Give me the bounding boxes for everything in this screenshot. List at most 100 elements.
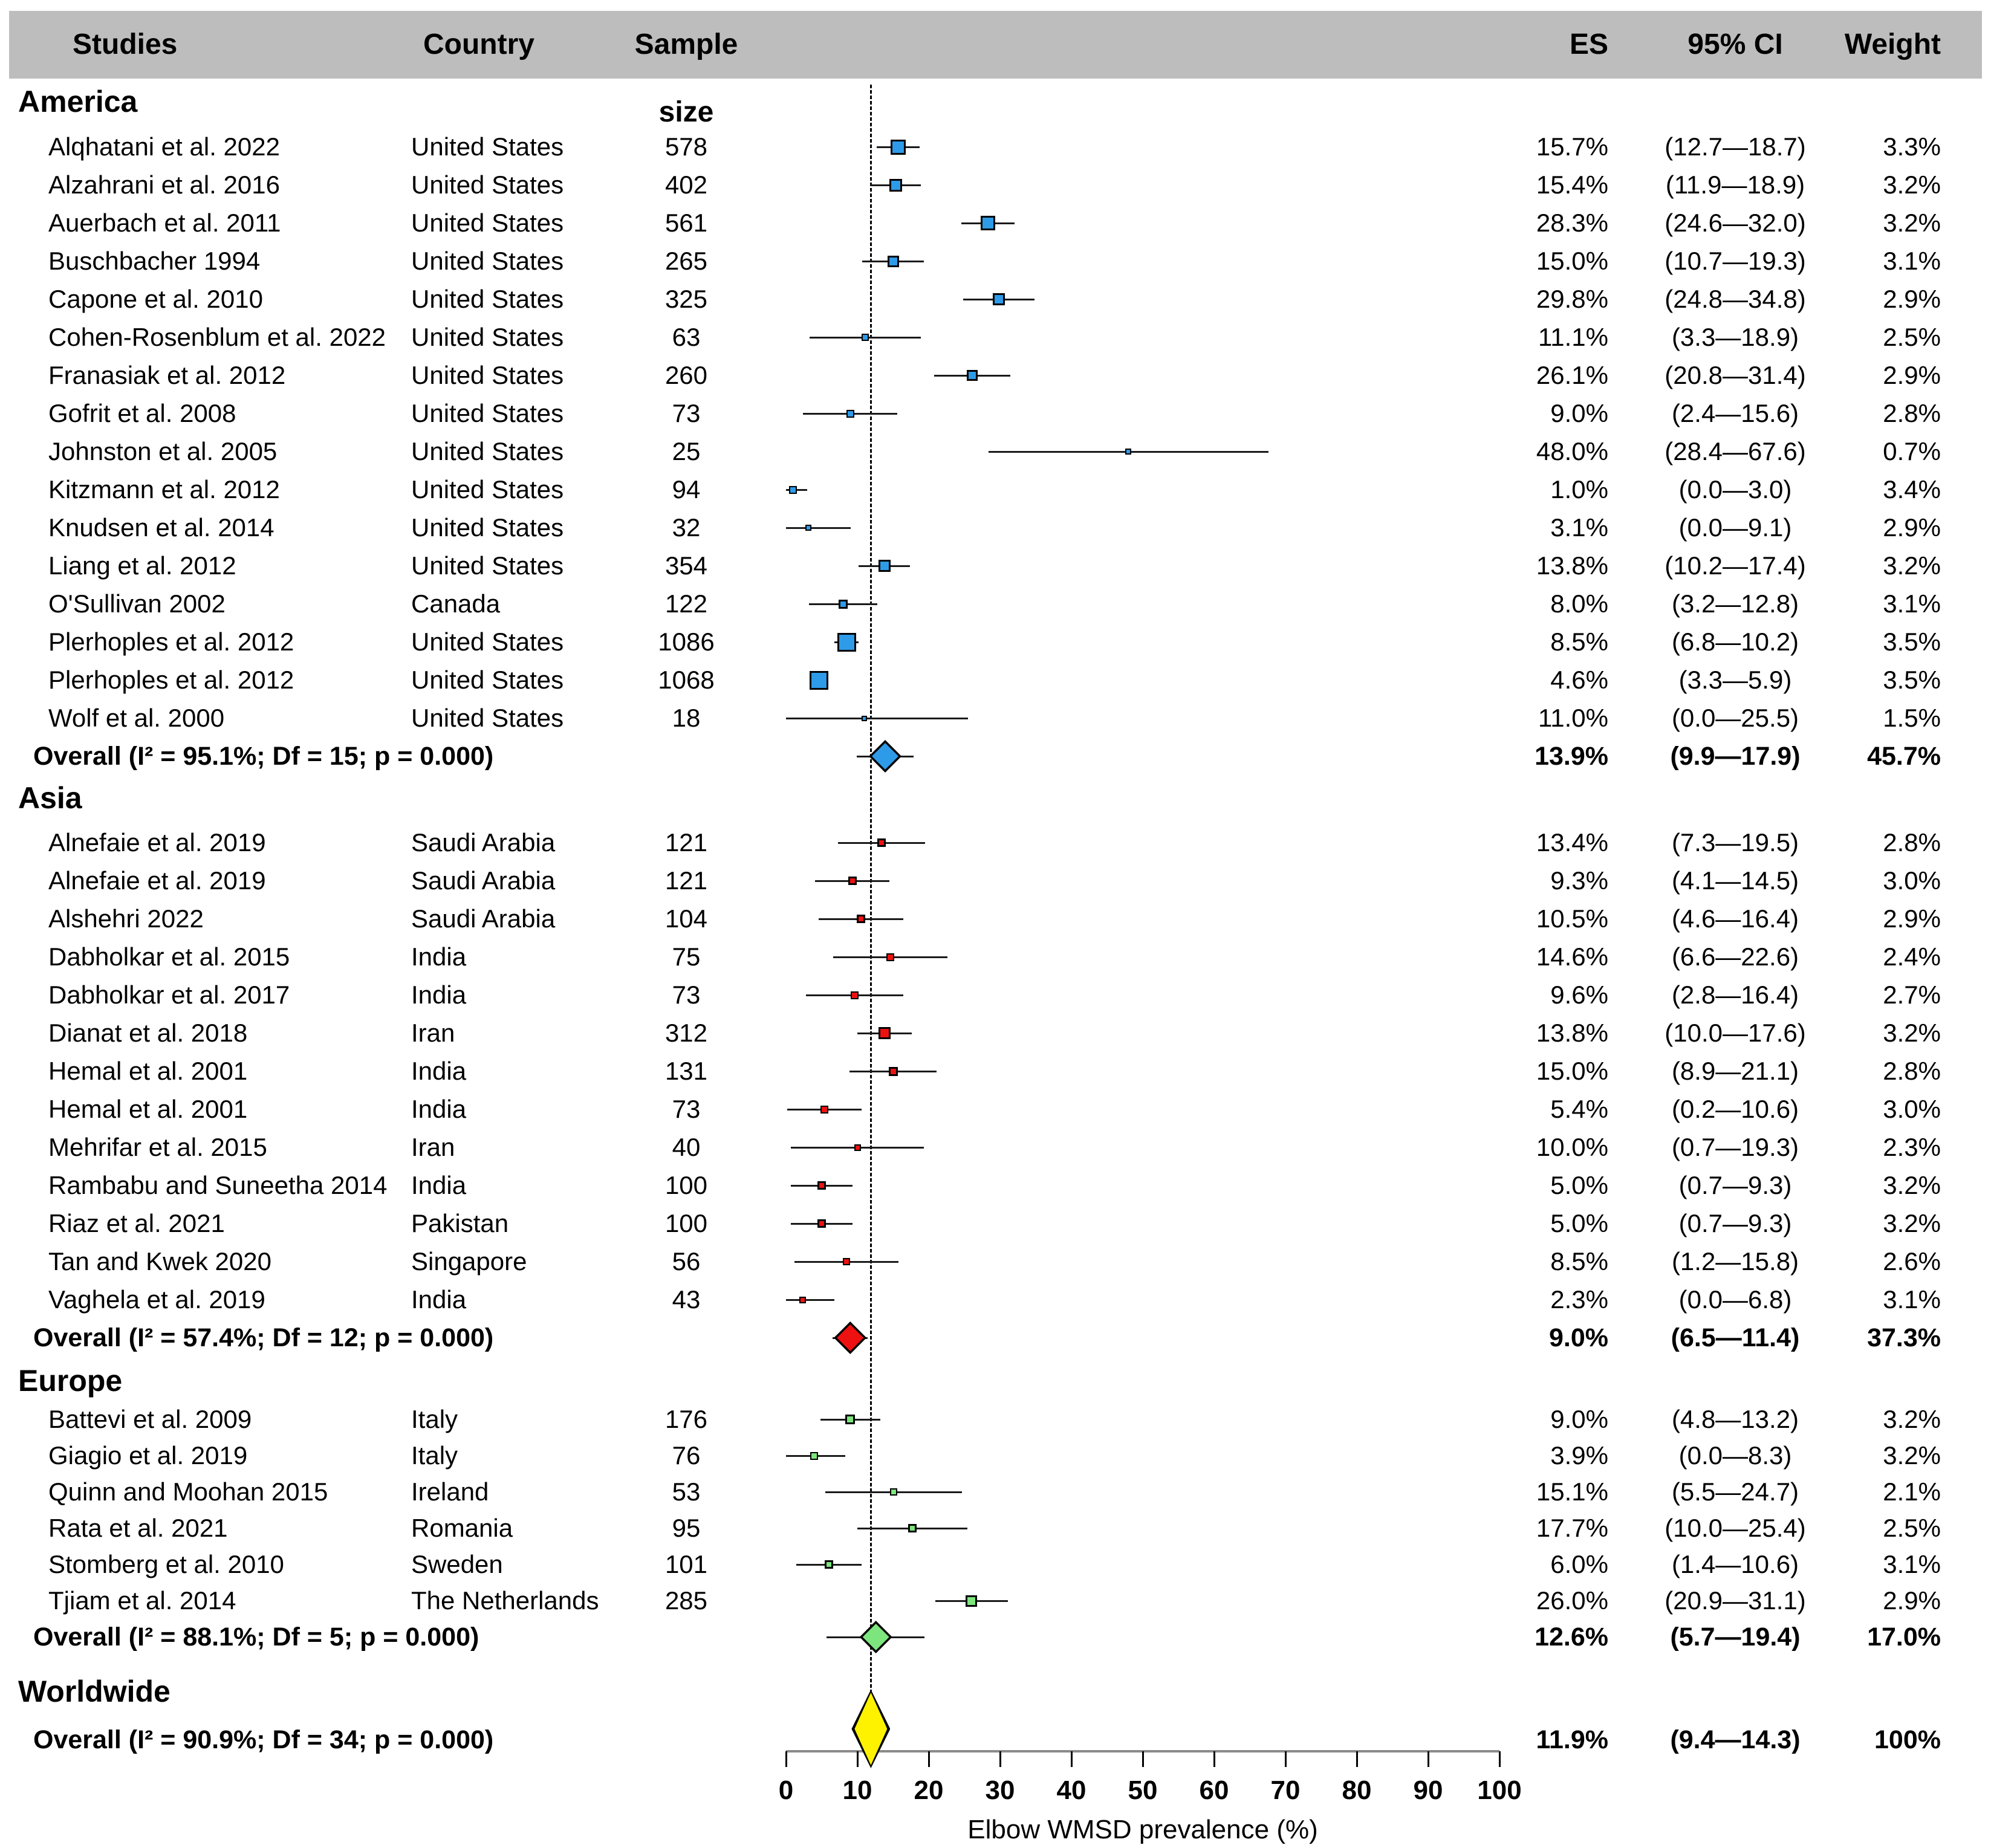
ci-line <box>786 718 968 719</box>
sample-size: 63 <box>672 323 701 351</box>
x-axis-tick <box>1427 1751 1429 1767</box>
sample-size: 265 <box>664 247 708 275</box>
ci-value: (20.9—31.1) <box>1665 1586 1806 1615</box>
es-value: 8.5% <box>1550 1247 1608 1276</box>
weight-value: 2.9% <box>1883 285 1941 313</box>
x-axis-tick-label: 80 <box>1342 1775 1372 1805</box>
sample-size: 100 <box>664 1209 708 1237</box>
effect-marker-square <box>966 370 978 381</box>
study-row: Johnston et al. 2005 United States 25 48.0%… <box>0 432 1991 471</box>
sample-size: 94 <box>672 475 701 504</box>
section-header: Worldwide <box>18 1675 171 1708</box>
effect-marker-square <box>966 1595 978 1607</box>
es-value: 11.0% <box>1538 704 1608 732</box>
effect-marker-square <box>809 670 828 690</box>
study-name: Plerhoples et al. 2012 <box>48 627 294 656</box>
sample-size: 75 <box>672 942 701 971</box>
ci-value: (4.8—13.2) <box>1671 1405 1799 1433</box>
weight-value: 3.2% <box>1883 1019 1941 1047</box>
study-name: Dabholkar et al. 2015 <box>48 942 290 971</box>
study-name: Franasiak et al. 2012 <box>48 361 286 389</box>
weight-value: 2.9% <box>1883 1586 1941 1615</box>
country: United States <box>411 132 564 161</box>
es-value: 29.8% <box>1536 285 1608 313</box>
sample-size: 131 <box>664 1057 708 1085</box>
weight-value: 2.8% <box>1883 1057 1941 1085</box>
study-name: Gofrit et al. 2008 <box>48 399 236 427</box>
sample-size: 402 <box>664 170 708 199</box>
column-header-sample-size: Sample size <box>634 28 738 128</box>
effect-marker-square <box>856 915 865 923</box>
country: Pakistan <box>411 1209 509 1237</box>
study-row: Buschbacher 1994 United States 265 15.0% (10… <box>0 242 1991 280</box>
country: United States <box>411 475 564 504</box>
effect-marker-square <box>848 877 857 885</box>
ci-value: (10.0—17.6) <box>1665 1019 1806 1047</box>
ci-value: (6.5—11.4) <box>1671 1323 1800 1352</box>
es-value: 9.0% <box>1548 1323 1608 1352</box>
es-value: 15.0% <box>1536 247 1608 275</box>
study-name: Riaz et al. 2021 <box>48 1209 225 1237</box>
x-axis-tick-label: 30 <box>985 1775 1015 1805</box>
study-row: Alqhatani et al. 2022 United States 578 15.… <box>0 128 1991 166</box>
effect-marker-square <box>805 525 811 531</box>
country: United States <box>411 323 564 351</box>
ci-value: (0.0—8.3) <box>1678 1441 1792 1470</box>
weight-value: 2.9% <box>1883 904 1941 933</box>
x-axis-tick <box>857 1751 859 1767</box>
column-header-studies: Studies <box>73 28 178 60</box>
x-axis-tick-label: 40 <box>1056 1775 1086 1805</box>
effect-marker-square <box>877 838 886 847</box>
es-value: 1.0% <box>1550 475 1608 504</box>
weight-value: 3.0% <box>1883 1095 1941 1123</box>
study-name: Giagio et al. 2019 <box>48 1441 248 1470</box>
country: United States <box>411 437 564 465</box>
effect-marker-square <box>817 1181 826 1190</box>
weight-value: 3.2% <box>1883 209 1941 237</box>
weight-value: 1.5% <box>1883 704 1941 732</box>
ci-value: (0.0—25.5) <box>1671 704 1799 732</box>
country: Saudi Arabia <box>411 828 556 857</box>
effect-marker-square <box>1125 449 1132 455</box>
study-name: Mehrifar et al. 2015 <box>48 1133 267 1161</box>
country: The Netherlands <box>411 1586 599 1615</box>
study-row: Tjiam et al. 2014 The Netherlands 285 26.0%… <box>0 1581 1991 1620</box>
sample-size: 104 <box>664 904 708 933</box>
study-row: Hemal et al. 2001 India 73 5.4% (0.2—10.6) 3.… <box>0 1090 1991 1129</box>
sample-size: 40 <box>672 1133 701 1161</box>
ci-value: (8.9—21.1) <box>1671 1057 1799 1085</box>
sample-size: 325 <box>664 285 708 313</box>
es-value: 9.3% <box>1550 866 1608 895</box>
weight-value: 2.5% <box>1883 323 1941 351</box>
country: United States <box>411 551 564 580</box>
section-header: Europe <box>18 1364 123 1398</box>
weight-value: 3.3% <box>1883 132 1941 161</box>
weight-value: 45.7% <box>1867 742 1941 771</box>
effect-marker-square <box>861 334 869 341</box>
weight-value: 3.1% <box>1883 1285 1941 1314</box>
weight-value: 2.9% <box>1883 361 1941 389</box>
ci-value: (6.6—22.6) <box>1671 942 1799 971</box>
ci-value: (20.8—31.4) <box>1665 361 1806 389</box>
country: United States <box>411 170 564 199</box>
overall-row: Overall (I² = 88.1%; Df = 5; p = 0.000) 1… <box>0 1618 1991 1656</box>
sample-size: 1086 <box>658 627 715 656</box>
effect-marker-square <box>890 139 906 155</box>
country: Romania <box>411 1514 513 1542</box>
ci-value: (2.4—15.6) <box>1671 399 1799 427</box>
ci-value: (3.3—18.9) <box>1671 323 1799 351</box>
weight-value: 3.1% <box>1883 1550 1941 1578</box>
x-axis-tick <box>1213 1751 1215 1767</box>
weight-value: 3.2% <box>1883 170 1941 199</box>
ci-value: (0.2—10.6) <box>1671 1095 1799 1123</box>
x-axis-tick <box>1142 1751 1144 1767</box>
study-name: Hemal et al. 2001 <box>48 1095 248 1123</box>
x-axis-tick-label: 100 <box>1477 1775 1522 1805</box>
x-axis-tick-label: 10 <box>842 1775 872 1805</box>
effect-marker-square <box>862 715 868 721</box>
study-row: Dabholkar et al. 2015 India 75 14.6% (6.6—22… <box>0 938 1991 976</box>
effect-marker-square <box>837 632 856 652</box>
country: United States <box>411 704 564 732</box>
effect-marker-square <box>843 1258 851 1265</box>
effect-marker-square <box>817 1219 826 1228</box>
